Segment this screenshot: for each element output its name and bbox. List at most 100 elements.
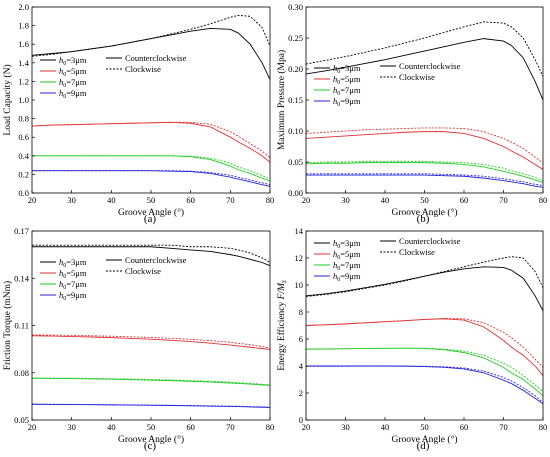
y-tick-label: 0.05: [14, 415, 29, 425]
y-tick-label: 0.30: [288, 2, 303, 12]
y-tick-label: 1.6: [18, 39, 29, 49]
legend-entry: h0=5μm: [333, 74, 361, 86]
legend-entry: h0=5μm: [59, 66, 87, 78]
x-tick-label: 70: [226, 422, 235, 432]
series-line-h5-cw: [31, 121, 271, 159]
y-tick-label: 0.2: [18, 169, 29, 179]
legend-entry: h0=7μm: [59, 77, 87, 89]
panel-label: (b): [417, 213, 430, 225]
x-tick-label: 80: [266, 195, 275, 205]
x-tick-label: 30: [67, 422, 76, 432]
y-tick-label: 1.4: [18, 58, 29, 68]
series-line-h5-cw: [305, 127, 544, 164]
series-line-h3-cw: [31, 14, 271, 57]
x-tick-label: 60: [460, 195, 469, 205]
y-tick-label: 0.05: [288, 157, 303, 167]
y-tick-label: 2: [299, 388, 303, 398]
y-axis-label: Maximum Pressure (Mpa): [276, 50, 287, 150]
x-tick-label: 20: [28, 195, 37, 205]
y-tick-label: 6: [299, 334, 303, 344]
legend-entry: h0=3μm: [333, 238, 361, 250]
y-tick-label: 0.11: [14, 321, 29, 331]
x-tick-label: 40: [381, 195, 390, 205]
y-tick-label: 0.10: [288, 126, 303, 136]
y-tick-label: 4: [299, 361, 304, 371]
series-line-h7-cw: [32, 155, 271, 180]
x-axis-label: Groove Angle (°): [391, 434, 457, 445]
x-tick-label: 30: [341, 195, 350, 205]
series-line-h9-ccw: [32, 170, 271, 187]
legend-entry: h0=9μm: [333, 96, 361, 108]
y-tick-label: 0.20: [288, 64, 303, 74]
series-line-h7-cw: [305, 160, 544, 182]
series-line-h7-ccw: [32, 155, 271, 182]
x-tick-label: 50: [147, 195, 156, 205]
chart-panel-a: 20 30 40 50 60 70 80 0.0 0.2 0.4 0.6 0.8 1.0 1.2 1.4 1.…: [2, 2, 274, 225]
x-tick-label: 60: [460, 422, 469, 432]
x-tick-label: 20: [302, 195, 311, 205]
y-tick-label: 0.15: [288, 95, 303, 105]
x-tick-label: 50: [420, 422, 429, 432]
x-tick-label: 60: [186, 422, 195, 432]
y-tick-label: 0.4: [18, 151, 29, 161]
series-line-h3-cw: [305, 21, 544, 77]
x-tick-label: 40: [107, 422, 116, 432]
legend-entry: h0=7μm: [333, 85, 361, 97]
legend-clockwise: Clockwise: [399, 247, 435, 257]
y-tick-label: 0.00: [288, 188, 303, 198]
y-tick-label: 1.8: [18, 21, 29, 31]
y-tick-label: 0.25: [288, 33, 303, 43]
x-tick-label: 20: [302, 422, 311, 432]
x-axis-label: Groove Angle (°): [391, 207, 457, 218]
y-axis-label: Energy Efficiency F/Mz: [276, 280, 288, 371]
legend-entry: h0=7μm: [59, 279, 87, 291]
panel-label: (c): [144, 440, 157, 452]
series-line-h7-cw: [305, 347, 544, 392]
legend-clockwise: Clockwise: [125, 266, 161, 276]
legend-entry: h0=9μm: [59, 290, 87, 302]
series-line-h7-ccw: [305, 162, 544, 183]
legend-counterclockwise: Counterclockwise: [125, 255, 187, 265]
x-tick-label: 40: [107, 195, 116, 205]
legend-entry: h0=9μm: [59, 88, 87, 100]
x-tick-label: 70: [226, 195, 235, 205]
y-tick-label: 12: [295, 253, 304, 263]
legend-entry: h0=3μm: [59, 257, 87, 269]
x-tick-label: 70: [499, 195, 508, 205]
series-line-h7-cw: [31, 377, 271, 386]
series-line-h5-ccw: [31, 335, 271, 350]
series-line-h9-cw: [306, 173, 544, 187]
y-tick-label: 0.0: [18, 188, 29, 198]
x-tick-label: 20: [28, 422, 37, 432]
y-tick-label: 0.6: [18, 132, 29, 142]
y-axis-label: Load Capacity (N): [2, 64, 13, 135]
legend-entry: h0=5μm: [333, 249, 361, 261]
chart-panel-b: 20 30 40 50 60 70 80 0.00 0.05 0.10 0.15 0.20 0.25 0.…: [276, 2, 547, 225]
chart-panel-c: 20 30 40 50 60 70 80 0.05 0.08 0.11 0.14 0.17 Groove…: [2, 226, 274, 452]
y-tick-label: 0.14: [14, 273, 30, 283]
series-line-h5-ccw: [31, 121, 271, 163]
x-tick-label: 80: [266, 422, 275, 432]
x-tick-label: 30: [67, 195, 76, 205]
y-tick-label: 0.17: [14, 226, 29, 236]
chart-panel-d: 20 30 40 50 60 70 80 0 2 4 6 8 10 12 14 Groove Angle (°…: [276, 226, 547, 452]
series-line-h9-ccw: [306, 365, 544, 405]
legend-counterclockwise: Counterclockwise: [125, 53, 187, 63]
legend-entry: h0=5μm: [59, 268, 87, 280]
x-tick-label: 50: [420, 195, 429, 205]
y-axis-label: Friction Torque (mNm): [2, 281, 13, 370]
y-tick-label: 0.8: [18, 114, 29, 124]
x-tick-label: 40: [381, 422, 390, 432]
y-tick-label: 1.2: [18, 76, 29, 86]
series-line-h3-cw: [305, 256, 544, 297]
y-tick-label: 8: [299, 307, 303, 317]
legend-clockwise: Clockwise: [399, 72, 435, 82]
y-tick-label: 0: [299, 415, 303, 425]
panel-label: (d): [417, 440, 430, 452]
series-line-h3-ccw: [305, 38, 544, 101]
x-tick-label: 70: [499, 422, 508, 432]
